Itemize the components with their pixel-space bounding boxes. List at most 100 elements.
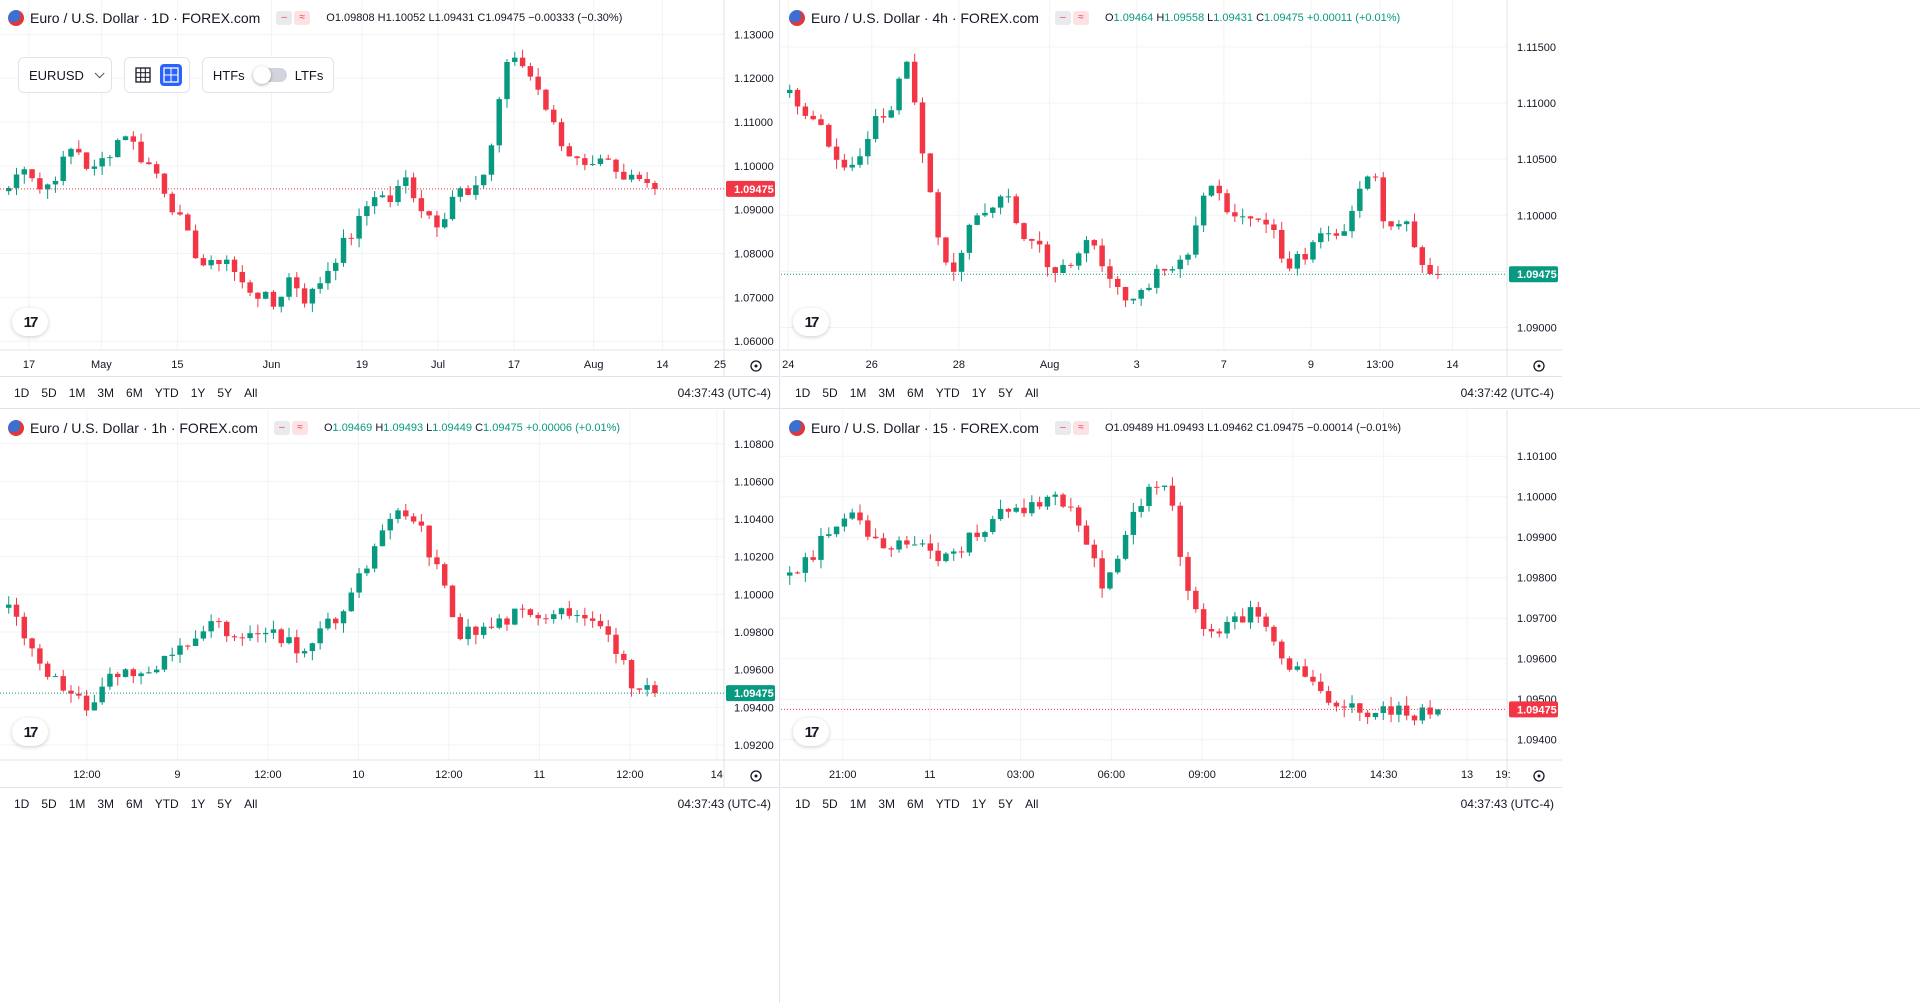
pane-divider-horizontal[interactable] [0,408,1920,409]
range-button-1m[interactable]: 1M [68,385,86,400]
range-button-6m[interactable]: 6M [907,796,924,811]
gear-icon[interactable] [1533,360,1545,372]
visibility-pills[interactable]: – ≈ [1054,421,1089,435]
chart-pane-1d[interactable]: 1.13000 1.12000 1.11000 1.10000 1.09000 1.080… [0,0,779,408]
candle-body [13,174,20,188]
range-button-5y[interactable]: 5Y [998,385,1014,400]
range-button-ytd[interactable]: YTD [154,385,179,400]
approx-icon[interactable]: ≈ [291,421,308,435]
range-button-6m[interactable]: 6M [126,796,143,811]
tradingview-logo-icon[interactable]: 17 [793,718,829,746]
chart-title[interactable]: Euro / U.S. Dollar · 1h · FOREX.com [30,420,258,436]
time-axis-label: 26 [866,359,878,371]
timezone-clock[interactable]: 04:37:43 (UTC-4) [677,385,771,400]
range-button-5y[interactable]: 5Y [217,385,233,400]
gear-icon[interactable] [750,770,762,782]
range-button-ytd[interactable]: YTD [935,385,960,400]
chart-title[interactable]: Euro / U.S. Dollar · 4h · FOREX.com [811,10,1039,26]
range-button-3m[interactable]: 3M [97,385,115,400]
single-grid-icon[interactable] [132,64,154,86]
range-button-3m[interactable]: 3M [97,796,115,811]
candle-body [37,178,43,190]
range-button-all[interactable]: All [1025,796,1039,811]
candle-body [551,614,557,620]
ohlc-values: O1.09469 H1.09493 L1.09449 C1.09475 +0.0… [324,422,620,434]
eye-icon[interactable]: – [1054,421,1071,435]
range-button-1y[interactable]: 1Y [971,385,987,400]
chart-plot-area[interactable]: 1.115001.110001.105001.100001.095001.090… [781,0,1562,376]
range-button-6m[interactable]: 6M [126,385,143,400]
tradingview-logo-icon[interactable]: 17 [12,308,48,336]
pane-divider-vertical[interactable] [779,0,780,1003]
chart-plot-area[interactable]: 1.10800 1.10600 1.10400 1.10200 1.10000 1.098… [0,410,779,787]
range-button-5y[interactable]: 5Y [217,796,233,811]
candle-body [83,152,90,169]
chart-title[interactable]: Euro / U.S. Dollar · 15 · FOREX.com [811,420,1039,436]
range-button-all[interactable]: All [244,796,258,811]
timezone-clock[interactable]: 04:37:43 (UTC-4) [677,796,771,811]
range-button-1y[interactable]: 1Y [971,796,987,811]
approx-icon[interactable]: ≈ [1072,11,1089,25]
tradingview-logo-icon[interactable]: 17 [793,308,829,336]
visibility-pills[interactable]: – ≈ [1054,11,1089,25]
candle-body [1122,534,1129,559]
eur-usd-flag-icon [8,420,24,436]
range-button-1d[interactable]: 1D [795,796,811,811]
chart-pane-15m[interactable]: 1.10100 1.10000 1.09900 1.09800 1.09700 1.096… [781,410,1562,819]
range-button-5d[interactable]: 5D [822,796,838,811]
eye-icon[interactable]: – [1054,11,1071,25]
chart-pane-1h[interactable]: 1.10800 1.10600 1.10400 1.10200 1.10000 1.098… [0,410,779,819]
candle-body [44,663,51,677]
candle-body [426,211,432,216]
range-button-ytd[interactable]: YTD [935,796,960,811]
timezone-clock[interactable]: 04:37:43 (UTC-4) [1460,796,1554,811]
time-axis-label: 17 [508,359,520,371]
htf-ltf-toggle[interactable] [252,66,287,84]
eye-icon[interactable]: – [276,11,293,25]
candle-series [787,53,1441,308]
chart-plot-area[interactable]: 1.10100 1.10000 1.09900 1.09800 1.09700 1.096… [781,410,1562,787]
candle-body [161,173,168,194]
range-button-5d[interactable]: 5D [41,385,57,400]
approx-icon[interactable]: ≈ [294,11,311,25]
range-button-1d[interactable]: 1D [14,796,30,811]
ohlc-key: L [426,422,433,434]
candle-body [990,519,996,533]
approx-icon[interactable]: ≈ [1072,421,1089,435]
ohlc-h: 1.09558 [1164,12,1208,24]
candle-body [1013,507,1019,512]
range-button-5d[interactable]: 5D [41,796,57,811]
gear-icon[interactable] [1533,770,1545,782]
range-button-1d[interactable]: 1D [14,385,30,400]
chart-title[interactable]: Euro / U.S. Dollar · 1D · FOREX.com [30,10,261,26]
range-button-all[interactable]: All [244,385,258,400]
range-button-1m[interactable]: 1M [68,796,86,811]
time-axis-label: 14 [711,769,723,781]
visibility-pills[interactable]: – ≈ [276,11,311,25]
range-button-all[interactable]: All [1025,385,1039,400]
ohlc-key: H [377,12,386,24]
range-button-ytd[interactable]: YTD [154,796,179,811]
range-button-3m[interactable]: 3M [878,385,896,400]
range-button-6m[interactable]: 6M [907,385,924,400]
range-button-1m[interactable]: 1M [849,385,867,400]
chart-pane-4h[interactable]: 1.115001.110001.105001.100001.095001.090… [781,0,1562,408]
range-button-1m[interactable]: 1M [849,796,867,811]
range-button-1y[interactable]: 1Y [190,796,206,811]
candle-body [551,109,557,123]
gear-icon[interactable] [750,360,762,372]
symbol-selector[interactable]: EURUSD [18,57,112,93]
timezone-clock[interactable]: 04:37:42 (UTC-4) [1460,385,1554,400]
quad-grid-icon[interactable] [159,64,182,86]
range-button-3m[interactable]: 3M [878,796,896,811]
candle-body [787,572,793,576]
tradingview-logo-icon[interactable]: 17 [12,718,48,746]
candle-body [1075,253,1082,266]
range-button-1d[interactable]: 1D [795,385,811,400]
range-button-1y[interactable]: 1Y [190,385,206,400]
eye-icon[interactable]: – [273,421,290,435]
range-button-5y[interactable]: 5Y [998,796,1014,811]
visibility-pills[interactable]: – ≈ [273,421,308,435]
candle-body [122,669,129,678]
range-button-5d[interactable]: 5D [822,385,838,400]
